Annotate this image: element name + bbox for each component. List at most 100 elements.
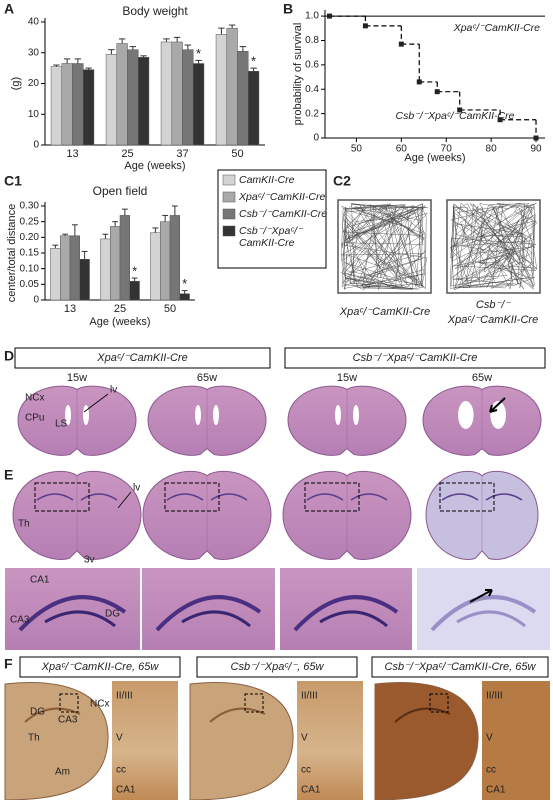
significance-mark: * xyxy=(132,264,137,279)
panel-letter: C1 xyxy=(4,173,22,189)
y-axis-label: (g) xyxy=(10,77,22,90)
dentate-gyrus xyxy=(155,595,262,632)
y-tick-label: 0 xyxy=(313,133,319,144)
bar xyxy=(192,63,205,146)
ventricle xyxy=(65,405,71,425)
hippocampus xyxy=(441,493,523,501)
error-bar xyxy=(131,277,138,282)
error-bar xyxy=(163,38,170,42)
layer-label: II/III xyxy=(116,691,133,702)
region-label: lv xyxy=(110,385,117,396)
censor-marker xyxy=(497,117,503,123)
hippocampus xyxy=(306,493,388,501)
panel-letter: F xyxy=(4,656,13,672)
censor-marker xyxy=(416,79,422,85)
bar xyxy=(129,280,140,301)
error-bar xyxy=(218,27,225,35)
panel-letter: E xyxy=(4,467,13,483)
bar xyxy=(79,259,90,301)
legend-swatch xyxy=(222,174,236,186)
ihc-section xyxy=(4,682,109,800)
x-tick-label: 80 xyxy=(486,144,498,155)
y-tick-label: 0 xyxy=(33,295,39,306)
header-box xyxy=(196,656,358,678)
ventricle xyxy=(213,405,219,425)
layer-label: CA1 xyxy=(301,785,321,796)
censor-marker xyxy=(434,89,440,95)
bar xyxy=(82,69,95,146)
region-label: Am xyxy=(55,767,70,778)
error-bar xyxy=(85,67,92,70)
error-bar xyxy=(140,55,147,58)
bar xyxy=(226,27,238,146)
pointer xyxy=(83,393,109,413)
header-box xyxy=(14,347,271,369)
censor-marker xyxy=(398,41,404,47)
chart-title: Open field xyxy=(93,184,148,198)
x-axis-label: Age (weeks) xyxy=(89,316,150,328)
ventricle xyxy=(353,405,359,425)
censor-marker xyxy=(457,107,463,113)
error-bar xyxy=(108,49,115,55)
y-tick-label: 0.10 xyxy=(20,263,40,274)
y-tick-label: 0.30 xyxy=(20,201,40,212)
region-label: 3v xyxy=(84,555,95,566)
x-tick-label: 50 xyxy=(231,148,243,160)
bar xyxy=(215,34,228,146)
header-box xyxy=(284,347,546,369)
age-label: 15w xyxy=(337,372,357,384)
error-bar xyxy=(52,244,59,249)
y-tick-label: 0.6 xyxy=(305,59,319,70)
header-box xyxy=(19,656,181,678)
region-label: Th xyxy=(28,733,40,744)
y-tick-label: 0.25 xyxy=(20,216,40,227)
layer-label: II/III xyxy=(301,691,318,702)
bar xyxy=(119,215,130,301)
header-label: Xpaᶜ/⁻CamKII-Cre xyxy=(96,352,187,364)
dentate-gyrus xyxy=(18,595,127,632)
zoom-box xyxy=(439,482,495,512)
x-tick-label: 37 xyxy=(176,148,188,160)
censor-marker xyxy=(326,13,332,19)
error-bar xyxy=(81,250,88,260)
y-tick-label: 0.8 xyxy=(305,35,319,46)
legend-label: CamKII-Cre xyxy=(239,174,295,186)
region-label: lv xyxy=(133,483,140,494)
panel-letter: B xyxy=(283,1,293,17)
dentate-gyrus xyxy=(456,610,526,628)
series-label: Csb⁻/⁻Xpaᶜ/⁻CamKII-Cre xyxy=(396,110,515,122)
error-bar xyxy=(181,290,188,294)
y-tick-label: 0.05 xyxy=(20,279,40,290)
layer-label: II/III xyxy=(486,691,503,702)
layer-label: cc xyxy=(116,765,126,776)
error-bar xyxy=(239,46,247,52)
zoom-image xyxy=(297,681,363,800)
arena-label: Csb⁻/⁻ xyxy=(476,299,511,311)
bar xyxy=(169,215,180,301)
layer-label: V xyxy=(116,733,123,744)
bar xyxy=(160,221,171,301)
layer-label: CA1 xyxy=(116,785,136,796)
region-label: CPu xyxy=(25,413,44,424)
zoom-box xyxy=(34,482,90,512)
legend-label: Csb⁻/⁻Xpaᶜ/⁻ CamKII-Cre xyxy=(239,225,304,249)
zoom-box xyxy=(244,693,264,713)
legend-label: Xpaᶜ/⁻CamKII-Cre xyxy=(238,191,325,203)
zoom-box xyxy=(164,482,220,512)
error-bar xyxy=(250,67,257,72)
layer-label: V xyxy=(486,733,493,744)
y-axis-label: center/total distance xyxy=(6,204,18,302)
y-axis-label: probability of survival xyxy=(292,23,304,126)
x-tick-label: 90 xyxy=(530,144,542,155)
layer-label: V xyxy=(301,733,308,744)
header-label: Xpaᶜ/⁻CamKII-Cre, 65w xyxy=(41,661,160,673)
bar xyxy=(110,226,121,301)
hippocampus xyxy=(36,493,118,501)
error-bar xyxy=(112,221,119,227)
dentate-gyrus xyxy=(293,595,399,632)
dentate-gyrus xyxy=(319,610,388,628)
bar xyxy=(105,54,118,146)
error-bar xyxy=(171,205,178,216)
age-label: 65w xyxy=(472,372,492,384)
arena-label: Xpaᶜ/⁻CamKII-Cre xyxy=(447,314,538,326)
